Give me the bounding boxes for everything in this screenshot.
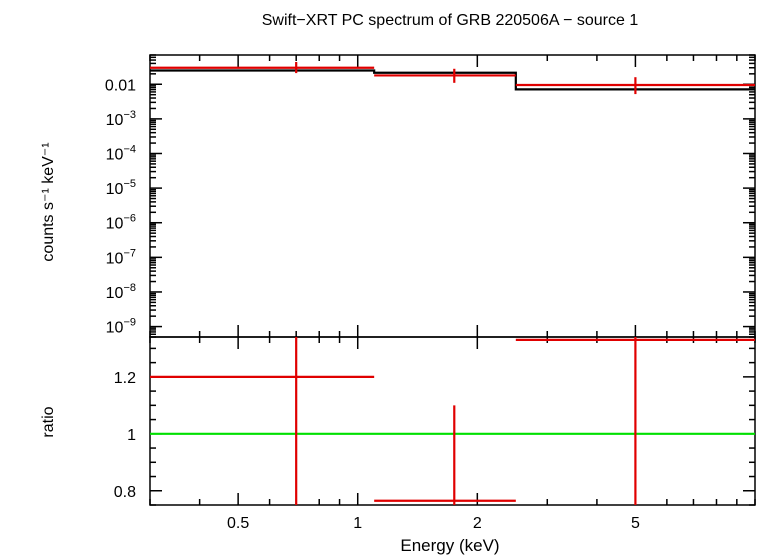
spectrum-data-point <box>150 61 375 74</box>
y-tick-label-exponent: −6 <box>123 213 136 225</box>
y-tick-label: 10−9 <box>106 317 136 337</box>
model-step-line <box>150 69 755 91</box>
ratio-y-axis-label: ratio <box>40 406 57 437</box>
ratio-data-point <box>150 337 375 505</box>
spectrum-data-point <box>515 77 755 95</box>
x-axis-label: Energy (keV) <box>400 536 499 555</box>
y-tick-label: 10−5 <box>106 178 136 198</box>
y-tick-label: 10−6 <box>106 213 136 233</box>
x-tick-label: 1 <box>353 515 362 532</box>
y-tick-label-exponent: −3 <box>123 109 136 121</box>
y-tick-label-exponent: −8 <box>123 282 136 294</box>
y-tick-label-exponent: −7 <box>123 247 136 259</box>
y-tick-label-base: 10 <box>106 320 124 337</box>
y-tick-label-base: 10 <box>106 250 124 267</box>
ratio-data-point <box>374 405 516 505</box>
y-tick-label: 10−8 <box>106 282 136 302</box>
y-tick-label: 10−3 <box>106 109 136 129</box>
y-tick-label-exponent: −4 <box>123 143 136 155</box>
x-tick-label: 2 <box>473 515 482 532</box>
y-tick-label-base: 10 <box>106 112 124 129</box>
y-tick-label-base: 10 <box>106 216 124 233</box>
ratio-frame <box>149 336 756 506</box>
chart-title: Swift−XRT PC spectrum of GRB 220506A − s… <box>262 12 639 29</box>
y-tick-label: 0.01 <box>105 77 136 94</box>
ratio-panel: 0.5 1 2 5 0.8 1 1.2 <box>114 336 756 532</box>
x-tick-label: 5 <box>631 515 640 532</box>
x-tick-label: 0.5 <box>227 515 249 532</box>
y-tick-label-exponent: −5 <box>123 178 136 190</box>
y-tick-label-base: 10 <box>106 146 124 163</box>
ratio-y-tick-label: 1 <box>127 427 136 444</box>
y-tick-label-base: 10 <box>106 285 124 302</box>
ratio-y-tick-label: 1.2 <box>114 370 136 387</box>
spectrum-frame <box>149 54 756 338</box>
ratio-y-tick-label: 0.8 <box>114 484 136 501</box>
y-tick-label-exponent: −9 <box>123 317 136 329</box>
spectrum-data-point <box>374 68 516 83</box>
y-tick-label: 10−4 <box>106 143 136 163</box>
y-tick-label-base: 10 <box>106 181 124 198</box>
ratio-data-point <box>515 337 755 505</box>
spectrum-y-axis-label: counts s⁻¹ keV⁻¹ <box>40 142 57 261</box>
y-tick-label: 10−7 <box>106 247 136 267</box>
